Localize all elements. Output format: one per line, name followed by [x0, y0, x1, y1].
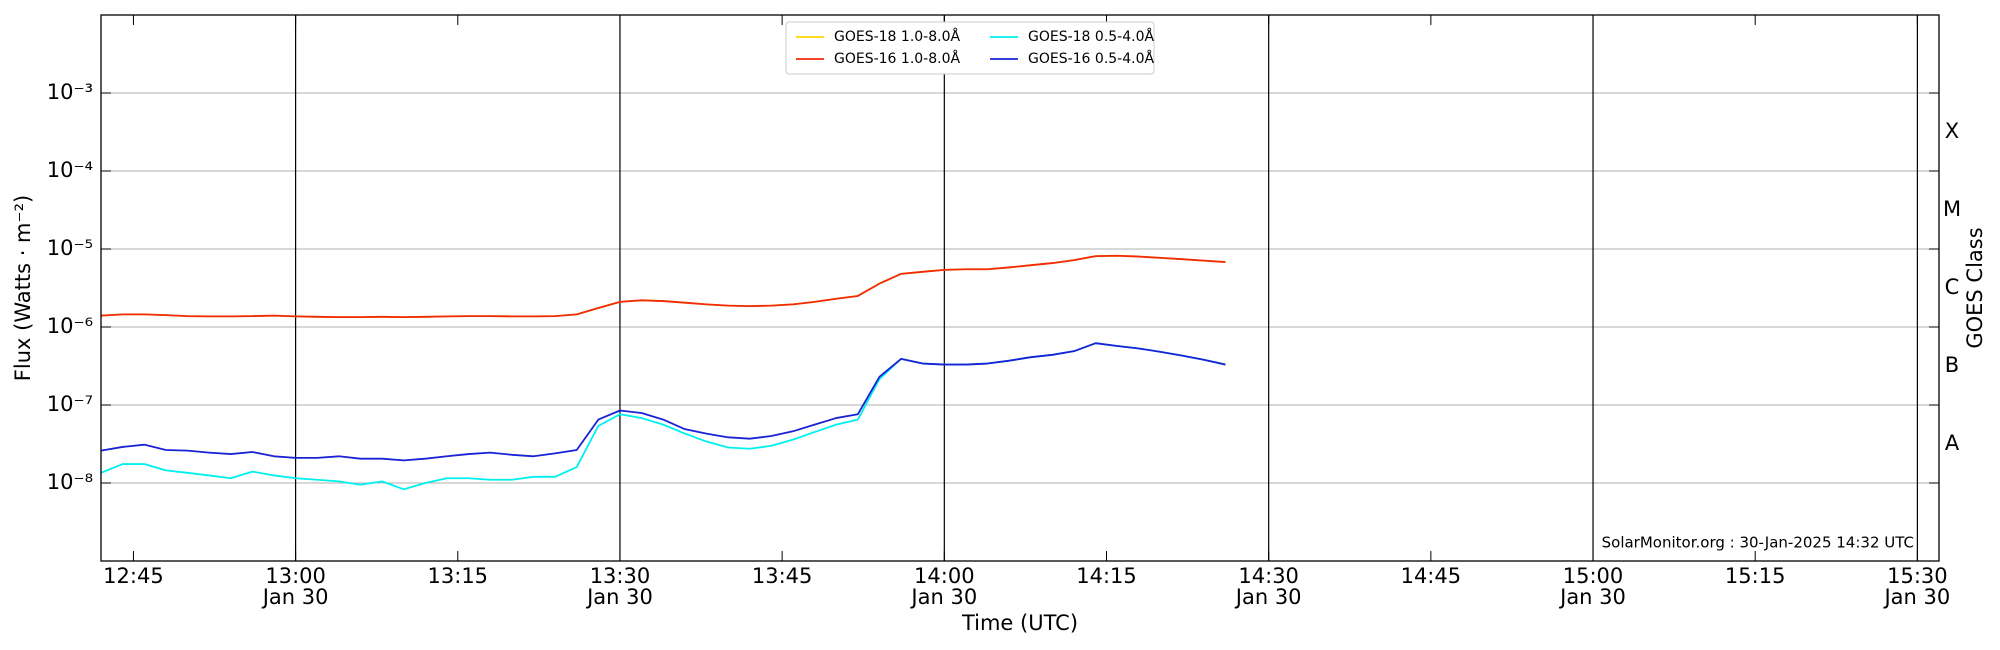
legend: GOES-18 1.0-8.0Å GOES-16 1.0-8.0Å GOES-18 … — [785, 21, 1155, 75]
x-axis-label: Time (UTC) — [961, 611, 1078, 635]
x-tick-label: 15:00 — [1563, 564, 1624, 588]
series-line — [100, 342, 1226, 491]
x-tick-label: 14:15 — [1076, 564, 1137, 588]
series-line — [100, 254, 1226, 318]
x-tick-label: 13:15 — [428, 564, 489, 588]
y2-tick-label: M — [1943, 197, 1961, 221]
y-tick-label: 10⁻³ — [47, 80, 93, 104]
x-tick-label: 12:45 — [103, 564, 164, 588]
y-tick-label: 10⁻⁴ — [47, 158, 93, 182]
x-tick-label: Jan 30 — [1558, 585, 1626, 609]
x-tick-label: Jan 30 — [585, 585, 653, 609]
y-axis-label: Flux (Watts · m⁻²) — [11, 195, 35, 381]
plot-frame — [100, 14, 1940, 562]
y2-tick-label: A — [1945, 431, 1960, 455]
x-tick-label: 15:30 — [1887, 564, 1948, 588]
annotation: SolarMonitor.org : 30-Jan-2025 14:32 UTC — [1602, 534, 1914, 552]
x-tick-label: 15:15 — [1725, 564, 1786, 588]
legend-label: GOES-18 1.0-8.0Å — [834, 28, 960, 45]
y2-axis-label: GOES Class — [1963, 227, 1987, 348]
x-tick-label: Jan 30 — [909, 585, 977, 609]
y-tick-label: 10⁻⁸ — [47, 470, 93, 494]
series-line — [100, 342, 1226, 462]
x-tick-label: Jan 30 — [1234, 585, 1302, 609]
x-tick-label: 14:45 — [1401, 564, 1462, 588]
x-tick-label: 14:00 — [914, 564, 975, 588]
legend-label: GOES-18 0.5-4.0Å — [1028, 28, 1154, 45]
x-tick-label: 13:00 — [265, 564, 326, 588]
legend-label: GOES-16 1.0-8.0Å — [834, 50, 960, 67]
legend-box — [785, 21, 1155, 75]
legend-label: GOES-16 0.5-4.0Å — [1028, 50, 1154, 67]
y-tick-label: 10⁻⁶ — [47, 314, 93, 338]
x-tick-label: 14:30 — [1238, 564, 1299, 588]
y2-tick-label: X — [1945, 119, 1959, 143]
y-tick-label: 10⁻⁷ — [47, 392, 93, 416]
y-tick-label: 10⁻⁵ — [47, 236, 93, 260]
x-tick-label: 13:45 — [752, 564, 813, 588]
y2-tick-label: C — [1945, 275, 1960, 299]
y2-tick-label: B — [1945, 353, 1959, 377]
x-tick-label: Jan 30 — [261, 585, 329, 609]
x-tick-label: Jan 30 — [1882, 585, 1950, 609]
x-tick-label: 13:30 — [590, 564, 651, 588]
series-line — [100, 254, 1226, 318]
